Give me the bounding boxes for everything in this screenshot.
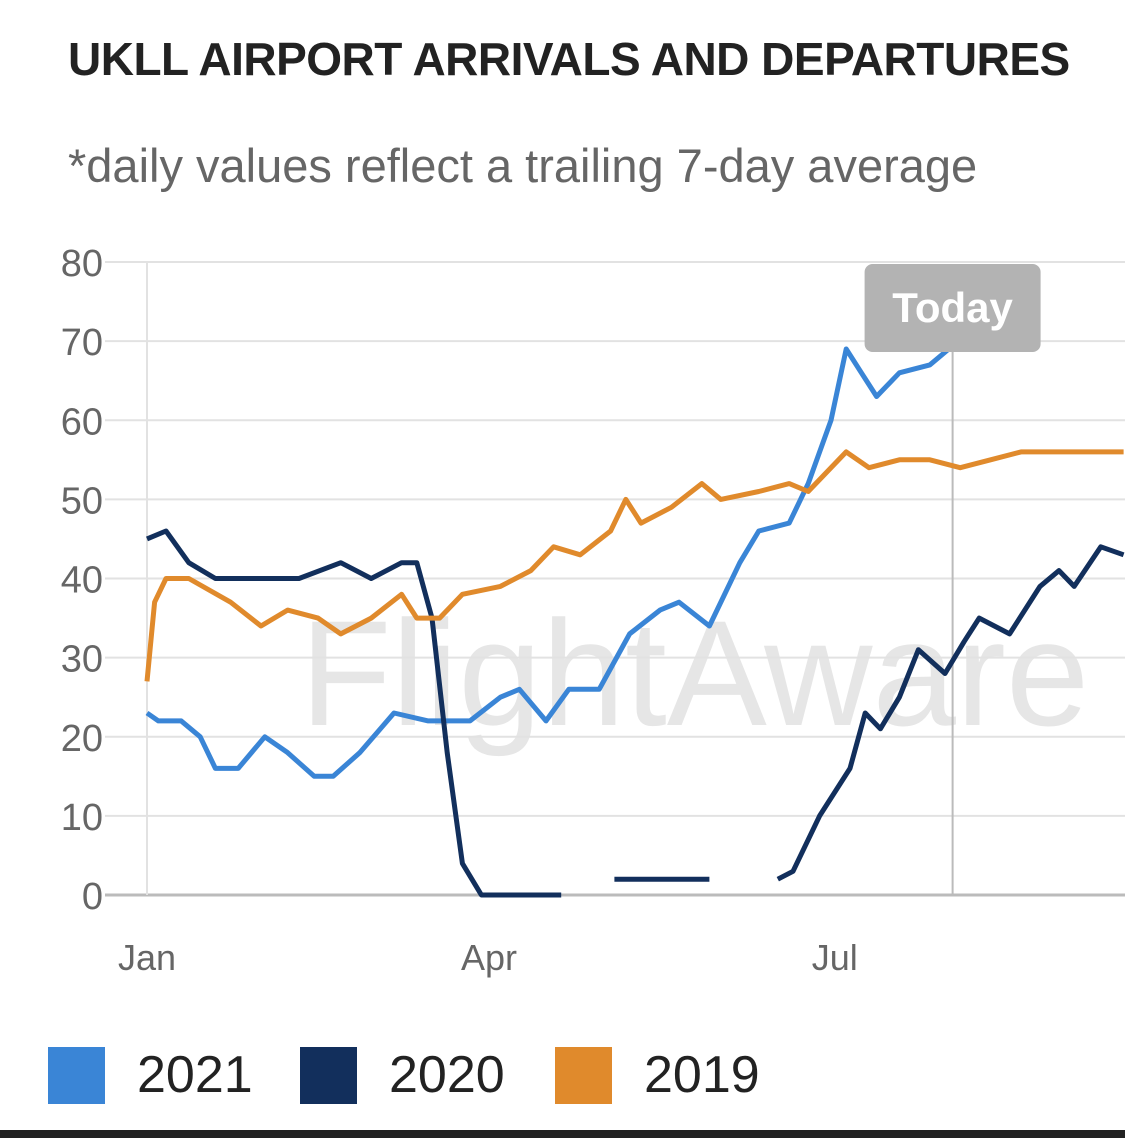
- bottom-bar: [0, 1130, 1125, 1138]
- y-tick-label: 0: [82, 876, 103, 918]
- y-tick-label: 20: [61, 718, 103, 760]
- legend-item-2019[interactable]: 2019: [555, 1045, 760, 1105]
- y-tick-label: 50: [61, 480, 103, 522]
- legend-item-2020[interactable]: 2020: [300, 1045, 505, 1105]
- x-tick-label: Jul: [812, 937, 858, 978]
- series-line-2019: [144, 449, 1124, 682]
- chart-title: UKLL AIRPORT ARRIVALS AND DEPARTURES: [68, 33, 1070, 85]
- legend-swatch-2021: [48, 1046, 105, 1104]
- series-line-2020: [146, 528, 1125, 898]
- x-tick-label: Apr: [461, 937, 517, 978]
- legend-item-2021[interactable]: 2021: [48, 1045, 253, 1105]
- y-tick-label: 60: [61, 401, 103, 443]
- today-label-box: [864, 264, 1041, 352]
- legend-swatch-2019: [555, 1046, 612, 1104]
- today-label: Today: [892, 284, 1013, 331]
- y-tick-label: 30: [61, 639, 103, 681]
- chart-subtitle: *daily values reflect a trailing 7-day a…: [68, 139, 978, 192]
- y-tick-label: 70: [61, 322, 103, 364]
- y-tick-label: 80: [61, 243, 103, 285]
- y-tick-label: 40: [61, 560, 103, 602]
- x-tick-label: Jan: [118, 937, 176, 978]
- legend-label-2020: 2020: [389, 1046, 505, 1104]
- legend-label-2021: 2021: [137, 1046, 253, 1104]
- legend-label-2019: 2019: [644, 1046, 760, 1104]
- legend-swatch-2020: [300, 1046, 357, 1104]
- series-line-2021: [145, 346, 951, 779]
- y-tick-label: 10: [61, 797, 103, 839]
